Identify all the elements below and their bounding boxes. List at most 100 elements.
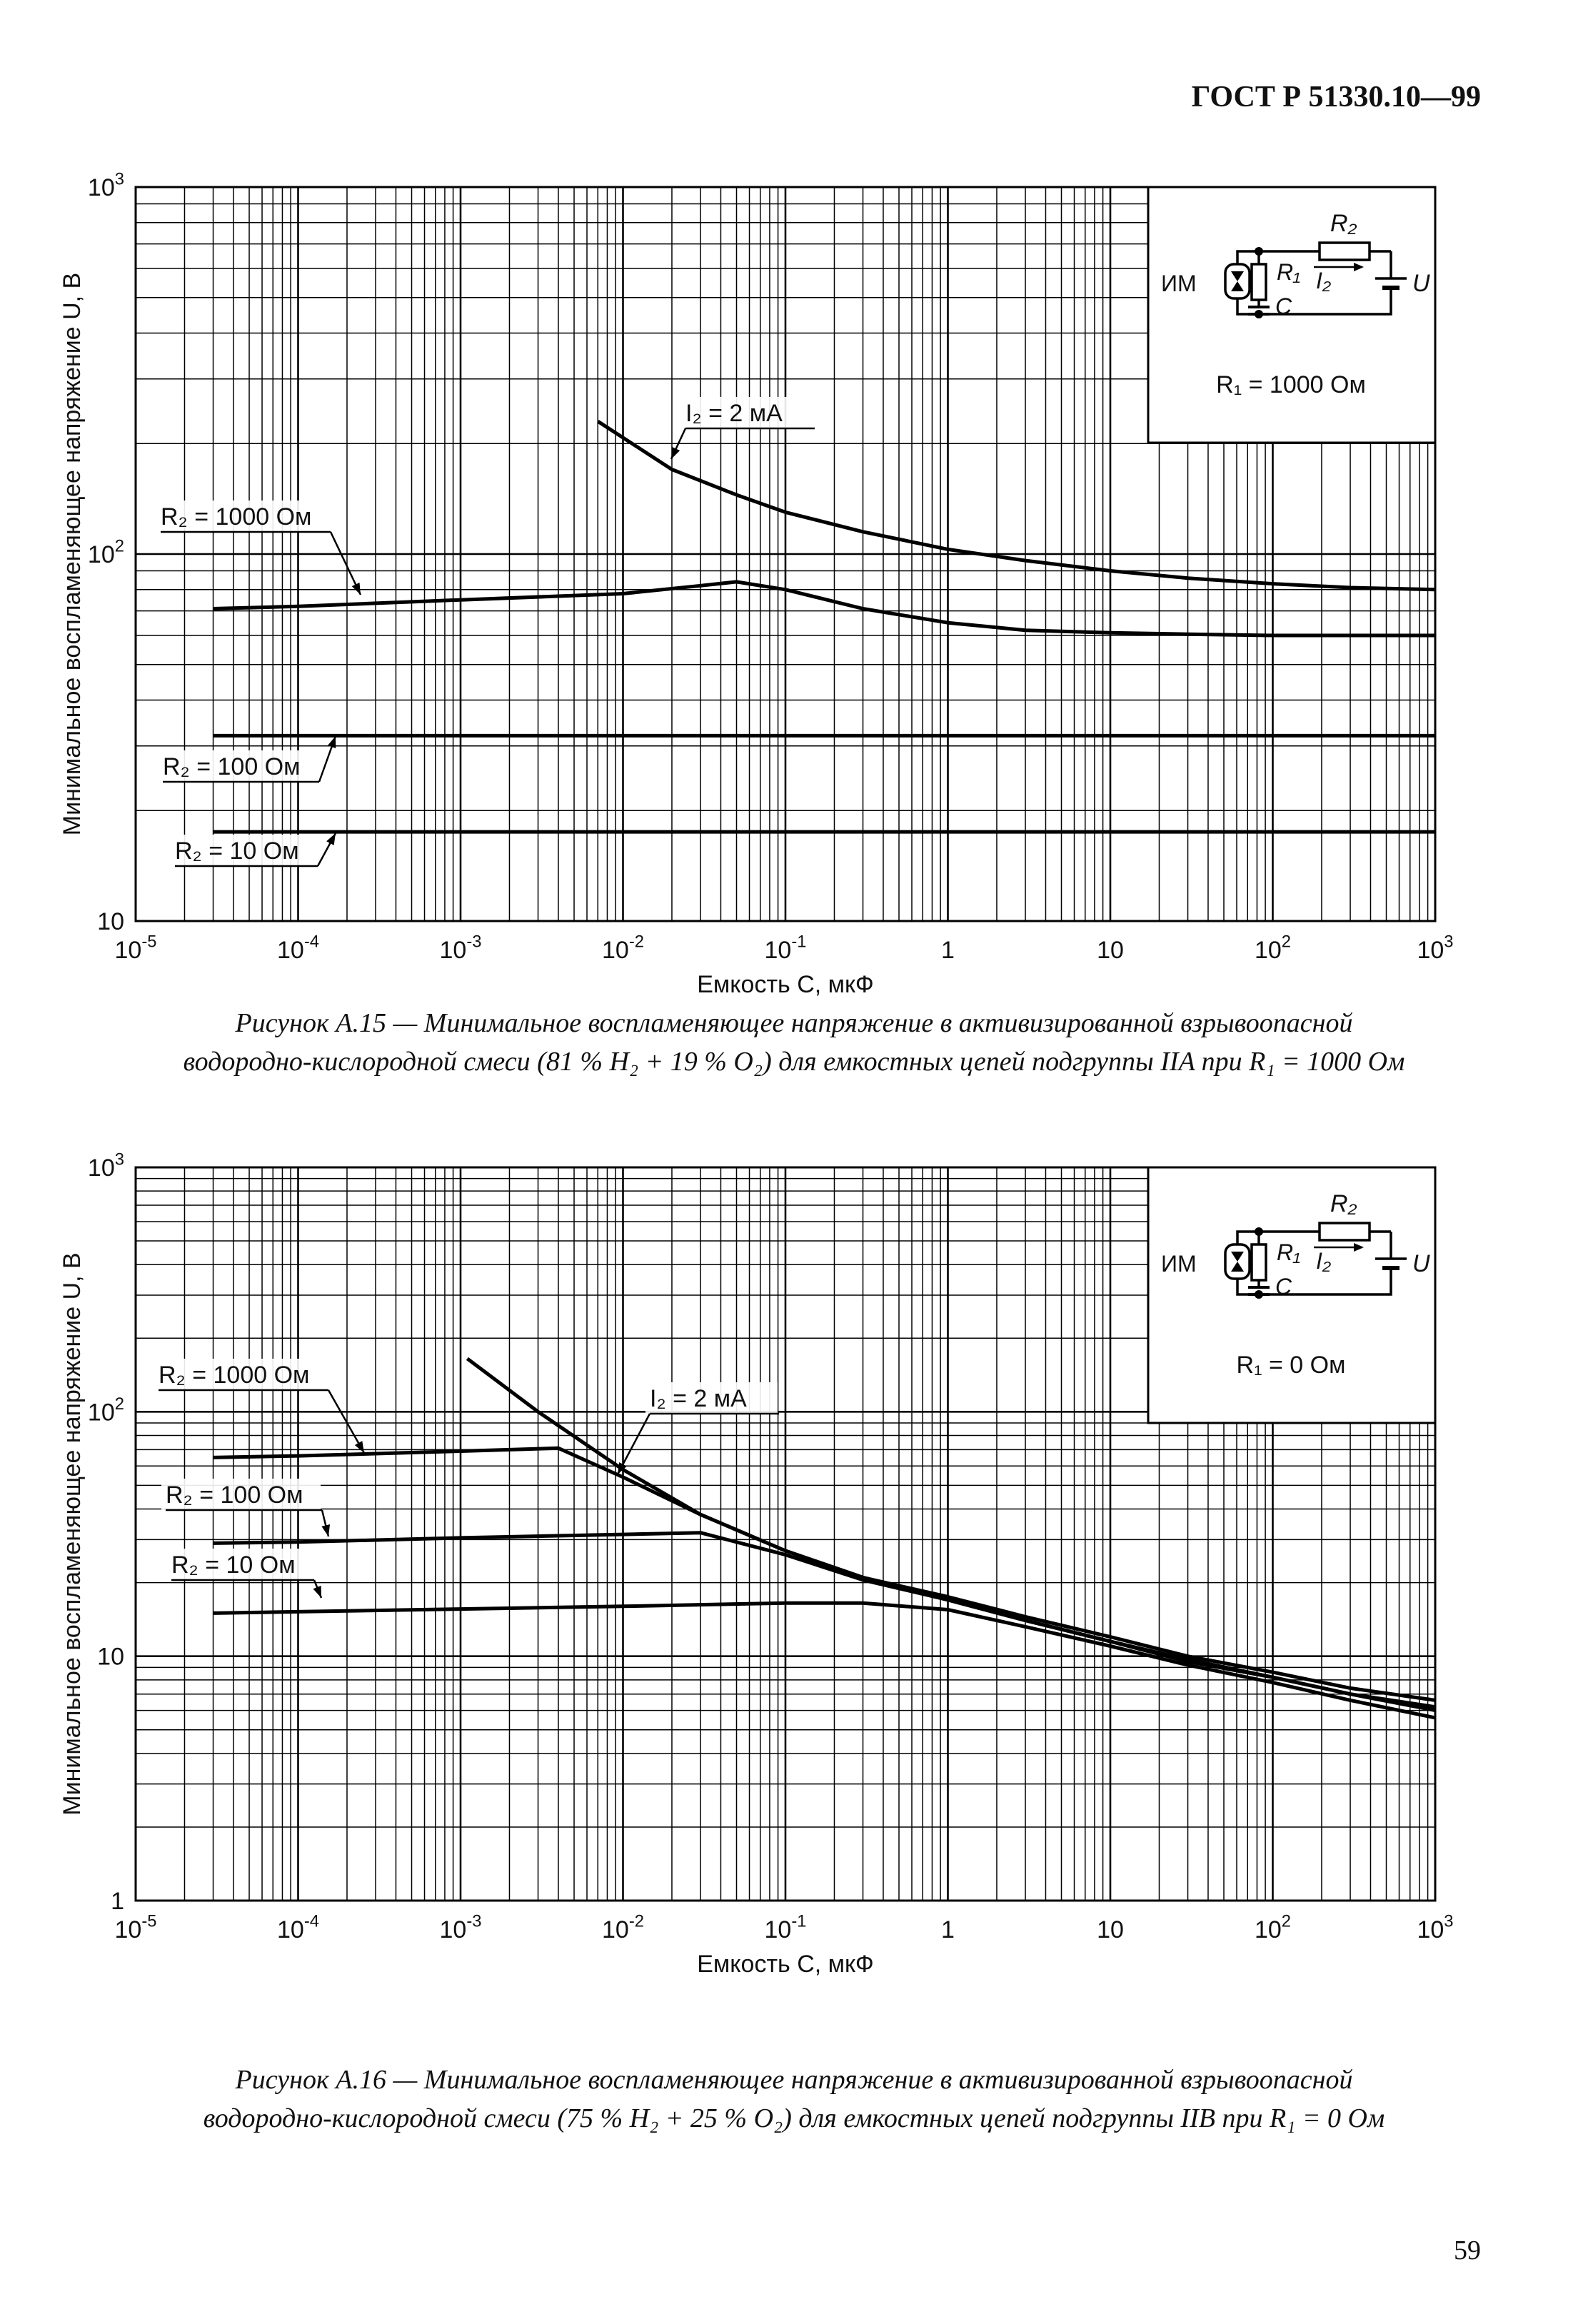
x-tick-label: 10 bbox=[1097, 1916, 1124, 1943]
curve-label-text: R₂ = 100 Ом bbox=[163, 753, 301, 780]
wire bbox=[1236, 250, 1259, 267]
x-tick-label: 10 bbox=[1097, 937, 1124, 964]
junction-dot bbox=[1255, 1290, 1263, 1299]
label-leader-arrow bbox=[313, 1585, 321, 1598]
spark-electrode-icon bbox=[1231, 281, 1244, 291]
i2-label: I₂ bbox=[1316, 268, 1331, 293]
wire bbox=[1236, 1276, 1392, 1296]
current-arrow-head bbox=[1354, 263, 1364, 271]
label-leader-arrow bbox=[618, 1462, 627, 1474]
caption-line-1: Рисунок А.15 — Минимальное воспламеняюще… bbox=[235, 1008, 1353, 1038]
y-tick-label: 102 bbox=[88, 537, 124, 568]
r1-label: R₁ bbox=[1277, 1239, 1300, 1265]
label-leader-arrow bbox=[671, 446, 680, 459]
c-label: C bbox=[1275, 293, 1292, 319]
label-bg bbox=[161, 1479, 321, 1510]
wire bbox=[1236, 296, 1392, 316]
current-arrow-head bbox=[1354, 1243, 1364, 1252]
wire bbox=[1236, 1230, 1259, 1247]
x-tick-label: 10-3 bbox=[440, 1912, 482, 1943]
x-tick-label: 10-3 bbox=[440, 932, 482, 964]
circuit-inset: R₂ ИМ U R₁ I₂ C R₁ = 1000 Ом bbox=[1147, 186, 1437, 444]
im-label: ИМ bbox=[1161, 1251, 1197, 1277]
series-line bbox=[213, 1446, 1436, 1702]
curve-label: R₂ = 100 Ом bbox=[159, 735, 337, 783]
series-line bbox=[596, 420, 1436, 592]
spark-electrode-icon bbox=[1231, 1262, 1244, 1272]
x-axis-label: Емкость C, мкФ bbox=[697, 1951, 874, 1978]
x-tick-label: 10-2 bbox=[602, 1912, 644, 1943]
series-line bbox=[213, 580, 1435, 638]
curve-label: R₂ = 100 Ом bbox=[161, 1479, 331, 1537]
document-header: ГОСТ Р 51330.10—99 bbox=[1191, 81, 1481, 114]
label-bg bbox=[159, 750, 318, 782]
curve-label: R₂ = 10 Ом bbox=[167, 1549, 323, 1599]
i2-label: I₂ bbox=[1316, 1248, 1331, 1274]
x-tick-label: 10-5 bbox=[115, 932, 157, 964]
resistor-r2 bbox=[1318, 1222, 1371, 1242]
r1-label: R₁ bbox=[1277, 259, 1300, 285]
curve-label-text: R₂ = 10 Ом bbox=[171, 1551, 296, 1579]
x-tick-label: 10-2 bbox=[602, 932, 644, 964]
label-bg bbox=[645, 1382, 778, 1414]
caption-line-2: водородно-кислородной смеси (81 % H₂ + 1… bbox=[183, 1047, 1405, 1077]
label-bg bbox=[171, 835, 316, 866]
curve-label-text: R₂ = 1000 Ом bbox=[159, 1362, 309, 1389]
condition-label: R₁ = 0 Ом bbox=[1237, 1352, 1346, 1379]
y-axis-label: Минимальное воспламеняющее напряжение U,… bbox=[59, 273, 86, 835]
spark-electrode-icon bbox=[1231, 271, 1244, 281]
series-line bbox=[213, 1601, 1436, 1720]
caption-line-1: Рисунок А.16 — Минимальное воспламеняюще… bbox=[235, 2065, 1353, 2095]
spark-electrode-icon bbox=[1231, 1252, 1244, 1262]
curve-label: I₂ = 2 мА bbox=[616, 1382, 779, 1475]
x-tick-label: 102 bbox=[1255, 1912, 1291, 1943]
label-leader bbox=[329, 531, 362, 595]
x-tick-label: 102 bbox=[1255, 932, 1291, 964]
x-tick-label: 10-1 bbox=[765, 1912, 807, 1943]
curve-label-text: I₂ = 2 мА bbox=[650, 1385, 747, 1412]
label-leader-arrow bbox=[326, 833, 336, 845]
caption-figure-a15: Рисунок А.15 — Минимальное воспламеняюще… bbox=[71, 1004, 1517, 1081]
curve-label: R₂ = 10 Ом bbox=[171, 832, 337, 867]
resistor-r1 bbox=[1250, 1243, 1267, 1282]
label-bg bbox=[681, 397, 813, 428]
plot-frame bbox=[134, 1166, 1437, 1902]
junction-dot bbox=[1255, 247, 1263, 256]
curve-label-text: I₂ = 2 мА bbox=[685, 400, 783, 427]
curve-label-text: R₂ = 100 Ом bbox=[166, 1482, 303, 1509]
x-axis-label: Емкость C, мкФ bbox=[697, 971, 874, 998]
resistor-r1 bbox=[1250, 263, 1267, 301]
x-tick-label: 103 bbox=[1417, 1912, 1453, 1943]
x-tick-label: 10-5 bbox=[115, 1912, 157, 1943]
resistor-r2 bbox=[1318, 241, 1371, 261]
caption-figure-a16: Рисунок А.16 — Минимальное воспламеняюще… bbox=[71, 2061, 1517, 2138]
c-label: C bbox=[1275, 1274, 1292, 1299]
y-tick-label: 1 bbox=[111, 1888, 124, 1915]
y-tick-label: 102 bbox=[88, 1394, 124, 1426]
y-tick-label: 10 bbox=[97, 1644, 124, 1671]
r2-label: R₂ bbox=[1330, 1190, 1357, 1217]
y-tick-label: 10 bbox=[97, 908, 124, 935]
label-leader-arrow bbox=[327, 736, 336, 749]
caption-line-2: водородно-кислородной смеси (75 % H₂ + 2… bbox=[203, 2103, 1385, 2133]
label-leader-arrow bbox=[354, 1441, 364, 1453]
x-tick-label: 10-1 bbox=[765, 932, 807, 964]
label-leader bbox=[327, 1389, 366, 1454]
curve-label: R₂ = 1000 Ом bbox=[156, 500, 362, 595]
x-tick-label: 10-4 bbox=[277, 932, 319, 964]
curve-label: I₂ = 2 мА bbox=[670, 397, 815, 460]
series-line bbox=[213, 1531, 1436, 1713]
condition-label: R₁ = 1000 Ом bbox=[1216, 371, 1366, 398]
chart-figure-a15: R₂ ИМ U R₁ I₂ C R₁ = 1000 Ом I₂ = 2 мА R₂ = 1000… bbox=[59, 170, 1454, 998]
label-leader bbox=[616, 1413, 651, 1475]
x-tick-label: 1 bbox=[941, 1916, 955, 1943]
y-axis-label: Минимальное воспламеняющее напряжение U,… bbox=[59, 1252, 86, 1815]
chart-figure-a16: R₂ ИМ U R₁ I₂ C R₁ = 0 Ом I₂ = 2 мА R₂ = 1000 Ом… bbox=[59, 1150, 1454, 1978]
curve-label-text: R₂ = 10 Ом bbox=[175, 837, 299, 865]
x-tick-label: 103 bbox=[1417, 932, 1453, 964]
im-label: ИМ bbox=[1161, 271, 1197, 296]
junction-dot bbox=[1255, 1227, 1263, 1236]
label-bg bbox=[156, 500, 329, 532]
label-leader-arrow bbox=[351, 582, 361, 595]
curve-label-text: R₂ = 1000 Ом bbox=[161, 503, 311, 530]
